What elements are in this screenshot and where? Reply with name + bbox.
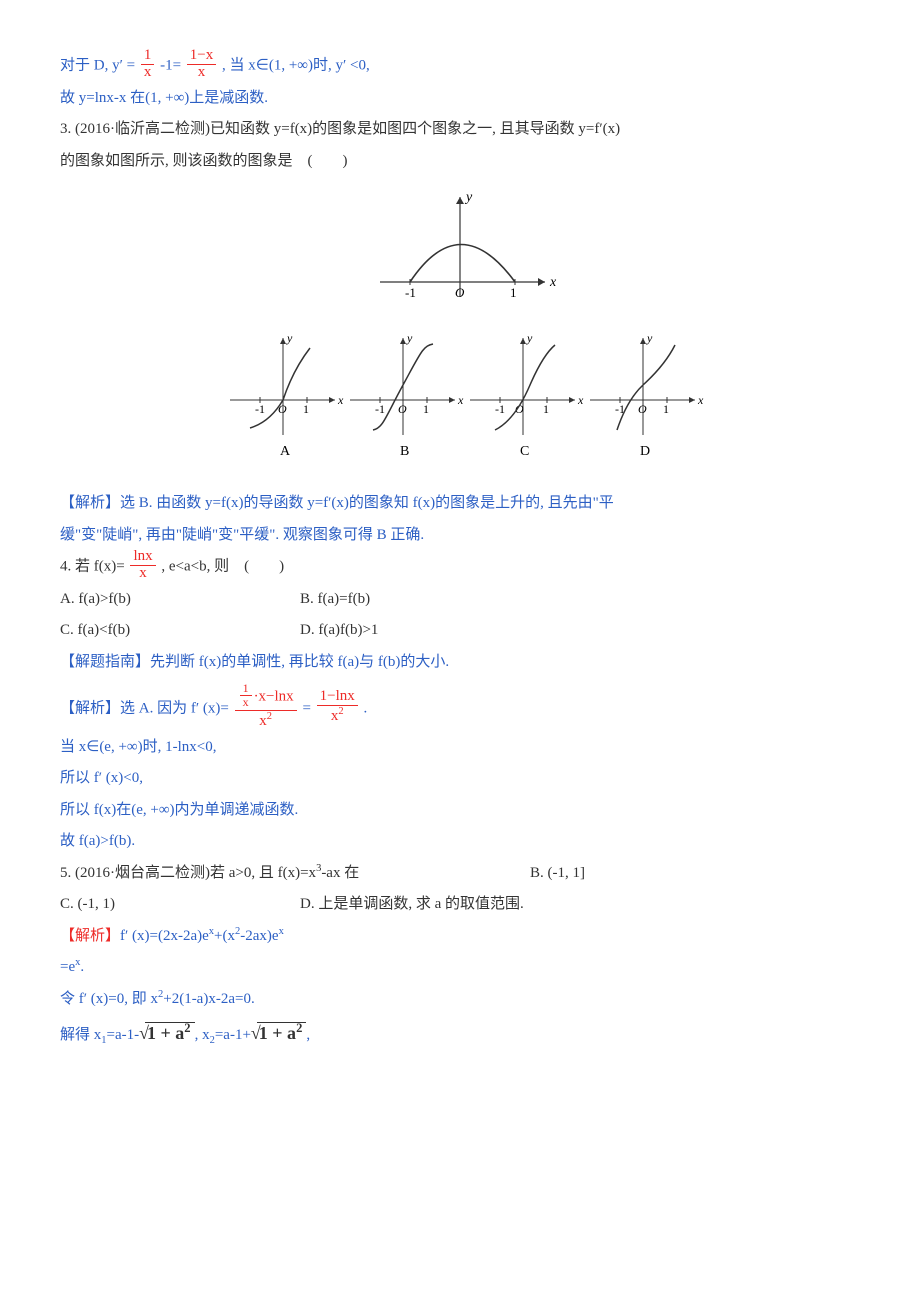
q5-line2: C. (-1, 1) D. 上是单调函数, 求 a 的取值范围. <box>60 889 860 921</box>
svg-text:x: x <box>577 393 584 407</box>
svg-text:x: x <box>457 393 464 407</box>
frac-1minuslnx: 1−lnx x2 <box>317 689 358 725</box>
svg-text:y: y <box>526 331 533 345</box>
text: , 当 x∈(1, +∞)时, y′ <0, <box>222 58 370 74</box>
figure-derivative: x y -1 O 1 <box>60 187 860 320</box>
svg-text:y: y <box>464 190 473 205</box>
ans3-line2: 缓"变"陡峭", 再由"陡峭"变"平缓". 观察图象可得 B 正确. <box>60 520 860 552</box>
frac-1-over-x: 1 x <box>141 48 155 81</box>
text: -1= <box>160 58 181 74</box>
sol5-l2: =ex. <box>60 952 860 984</box>
frac-lnx-over-x: lnx x <box>130 549 155 582</box>
sol4-l4: 所以 f(x)在(e, +∞)内为单调递减函数. <box>60 795 860 827</box>
svg-text:O: O <box>455 285 465 300</box>
svg-text:x: x <box>697 393 704 407</box>
sol4-l2: 当 x∈(e, +∞)时, 1-lnx<0, <box>60 732 860 764</box>
choice-b: B. (-1, 1] <box>530 858 585 890</box>
svg-text:B: B <box>400 444 409 459</box>
choice-b: B. f(a)=f(b) <box>300 584 370 616</box>
svg-text:x: x <box>549 275 557 290</box>
sol4-line1: 【解析】选 A. 因为 f′ (x)= 1 x ·x−lnx x2 = 1−ln… <box>60 686 860 732</box>
svg-text:1: 1 <box>663 402 669 416</box>
ans3-line1: 【解析】选 B. 由函数 y=f(x)的导函数 y=f′(x)的图象知 f(x)… <box>60 488 860 520</box>
sol4-l5: 故 f(a)>f(b). <box>60 826 860 858</box>
svg-text:y: y <box>646 331 653 345</box>
sol4-l3: 所以 f′ (x)<0, <box>60 763 860 795</box>
svg-text:1: 1 <box>303 402 309 416</box>
svg-text:A: A <box>280 444 291 459</box>
q3-line1: 3. (2016·临沂高二检测)已知函数 y=f(x)的图象是如图四个图象之一,… <box>60 114 860 146</box>
q4: 4. 若 f(x)= lnx x , e<a<b, 则 ( ) <box>60 551 860 584</box>
svg-text:1: 1 <box>543 402 549 416</box>
svg-text:O: O <box>398 402 407 416</box>
svg-text:C: C <box>520 444 529 459</box>
sol5-l1: 【解析】f′ (x)=(2x-2a)ex+(x2-2ax)ex <box>60 921 860 953</box>
svg-text:1: 1 <box>510 285 517 300</box>
q5-line1: 5. (2016·烟台高二检测)若 a>0, 且 f(x)=x3-ax 在 B.… <box>60 858 860 890</box>
svg-text:1: 1 <box>423 402 429 416</box>
svg-text:-1: -1 <box>255 402 265 416</box>
para-d-line1: 对于 D, y′ = 1 x -1= 1−x x , 当 x∈(1, +∞)时,… <box>60 50 860 83</box>
svg-text:x: x <box>337 393 344 407</box>
svg-text:D: D <box>640 444 650 459</box>
choice-d: D. f(a)f(b)>1 <box>300 615 378 647</box>
svg-text:-1: -1 <box>495 402 505 416</box>
frac-1minusx-over-x: 1−x x <box>187 48 216 81</box>
svg-text:y: y <box>406 331 413 345</box>
svg-text:O: O <box>278 402 287 416</box>
svg-text:y: y <box>286 331 293 345</box>
svg-text:O: O <box>638 402 647 416</box>
para-d-line2: 故 y=lnx-x 在(1, +∞)上是减函数. <box>60 83 860 115</box>
hint4: 【解题指南】先判断 f(x)的单调性, 再比较 f(a)与 f(b)的大小. <box>60 647 860 679</box>
svg-text:-1: -1 <box>405 285 416 300</box>
text: 对于 D, y′ = <box>60 58 135 74</box>
q3-line2: 的图象如图所示, 则该函数的图象是 ( ) <box>60 146 860 178</box>
svg-text:-1: -1 <box>375 402 385 416</box>
choice-c: C. (-1, 1) <box>60 889 300 921</box>
q4-choices-2: C. f(a)<f(b) D. f(a)f(b)>1 <box>60 615 860 647</box>
sol5-l3: 令 f′ (x)=0, 即 x2+2(1-a)x-2a=0. <box>60 984 860 1016</box>
q4-choices-1: A. f(a)>f(b) B. f(a)=f(b) <box>60 584 860 616</box>
figure-choices: x y -1 O 1 A x y -1 O 1 B x y -1 O 1 C <box>60 330 860 483</box>
choice-d: D. 上是单调函数, 求 a 的取值范围. <box>300 889 524 921</box>
choice-c: C. f(a)<f(b) <box>60 615 300 647</box>
frac-big: 1 x ·x−lnx x2 <box>235 684 297 730</box>
sol5-l4: 解得 x1=a-1-√1 + a2, x2=a-1+√1 + a2, <box>60 1015 860 1053</box>
choice-a: A. f(a)>f(b) <box>60 584 300 616</box>
